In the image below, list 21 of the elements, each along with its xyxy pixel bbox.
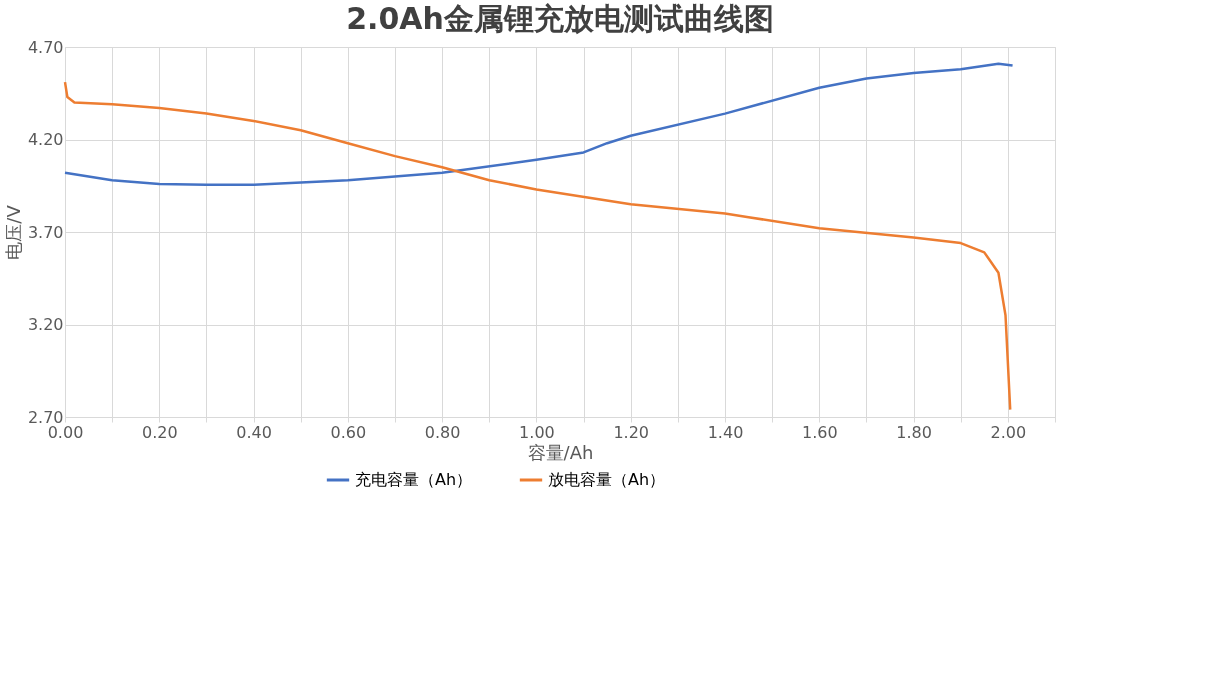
x-tick-label: 1.20 bbox=[613, 422, 650, 442]
x-tick-label: 0.40 bbox=[236, 422, 272, 442]
x-tick-label: 2.00 bbox=[990, 422, 1027, 442]
legend-label: 放电容量（Ah） bbox=[548, 470, 666, 489]
line-series bbox=[63, 62, 1014, 187]
x-tick-label: 1.40 bbox=[707, 422, 744, 442]
x-axis-title: 容量/Ah bbox=[527, 441, 594, 463]
x-tick-label: 1.80 bbox=[896, 422, 932, 442]
x-tick-label: 1.00 bbox=[519, 422, 555, 442]
y-tick-label: 4.70 bbox=[27, 37, 64, 57]
x-tick-label: 1.60 bbox=[801, 422, 838, 442]
x-tick-label: 0.60 bbox=[330, 422, 367, 442]
y-tick-label: 3.20 bbox=[27, 315, 64, 334]
line-series bbox=[63, 80, 1012, 411]
chart-title: 2.0Ah金属锂充放电测试曲线图 bbox=[346, 1, 774, 36]
y-tick-label: 3.70 bbox=[27, 222, 64, 242]
x-tick-label: 0.20 bbox=[141, 422, 178, 442]
y-axis-title: 电压/V bbox=[2, 204, 24, 260]
x-tick-label: 0.80 bbox=[424, 422, 461, 442]
legend-label: 充电容量（Ah） bbox=[355, 470, 473, 489]
y-tick-label: 4.20 bbox=[27, 130, 64, 149]
